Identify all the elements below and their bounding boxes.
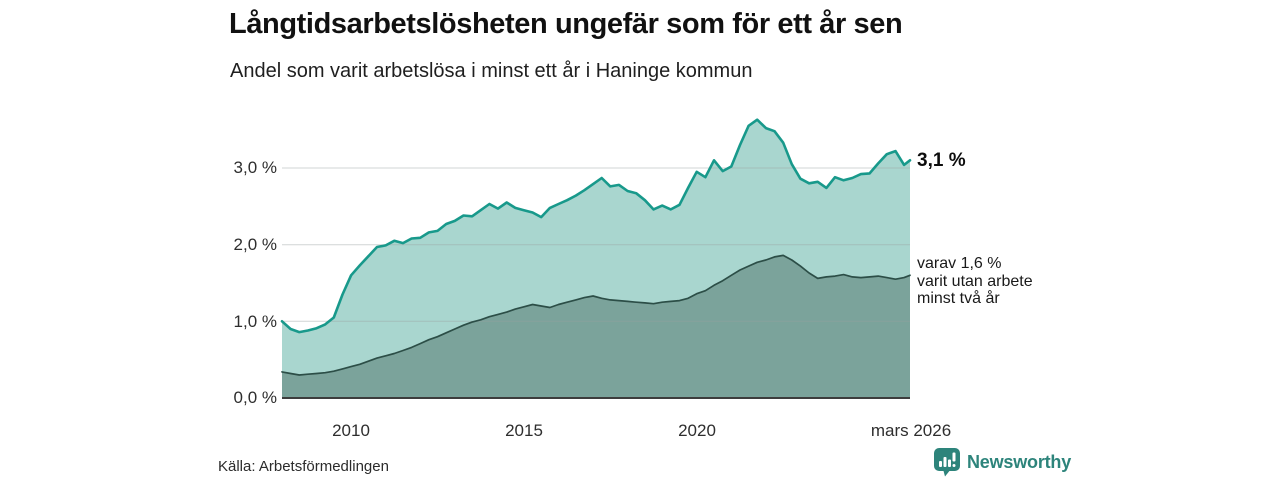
annotation-line: varav 1,6 %	[917, 255, 1002, 272]
newsworthy-brand-name: Newsworthy	[967, 452, 1072, 472]
y-axis-tick-label: 1,0 %	[233, 312, 277, 331]
page-title: Långtidsarbetslösheten ungefär som för e…	[229, 8, 903, 40]
series-total-line	[280, 118, 912, 334]
chart-subtitle: Andel som varit arbetslösa i minst ett å…	[230, 60, 753, 82]
x-axis-tick-label: 2020	[678, 421, 716, 440]
series-end-value-label: 3,1 %	[917, 150, 966, 171]
x-axis-tick-label: 2015	[505, 421, 543, 440]
y-axis-tick-label: 0,0 %	[233, 388, 277, 407]
annotation-line: varit utan arbete	[917, 272, 1033, 290]
newsworthy-brand: Newsworthy	[934, 448, 1071, 477]
series-two-year-annotation: varav 1,6 % varit utan arbete minst två …	[917, 255, 1033, 308]
source-attribution: Källa: Arbetsförmedlingen	[218, 458, 389, 475]
newsworthy-logo-icon	[934, 448, 960, 477]
y-axis-tick-label: 3,0 %	[233, 158, 277, 177]
annotation-line: minst två år	[917, 290, 1000, 307]
x-axis-tick-label: mars 2026	[870, 421, 952, 440]
series-two-year-area	[282, 255, 910, 398]
series-two-year-line	[281, 254, 911, 376]
x-axis-tick-label: 2010	[332, 421, 370, 440]
y-axis-tick-label: 2,0 %	[233, 235, 277, 254]
